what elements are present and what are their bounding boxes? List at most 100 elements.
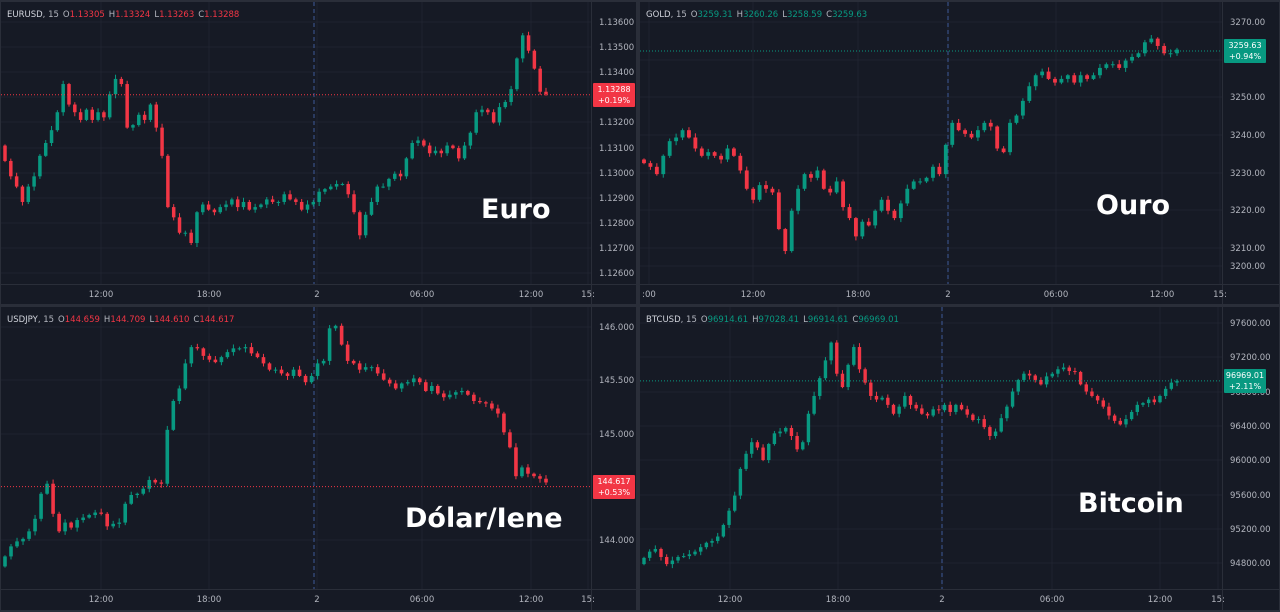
candle[interactable] [270,195,275,205]
candle[interactable] [433,146,438,156]
candle[interactable] [544,87,548,96]
candle[interactable] [1152,395,1157,405]
candle[interactable] [988,425,992,441]
candle[interactable] [422,138,426,148]
candle[interactable] [1090,387,1094,398]
candle[interactable] [87,513,91,519]
candle[interactable] [776,189,781,231]
candle[interactable] [21,537,25,545]
candle[interactable] [1065,74,1070,83]
candle[interactable] [241,197,246,210]
candle[interactable] [846,363,850,391]
candle[interactable] [261,353,266,367]
candle[interactable] [9,544,13,560]
candle[interactable] [201,202,205,215]
candle[interactable] [784,426,788,434]
candle[interactable] [860,219,865,239]
candle[interactable] [903,392,907,409]
candle[interactable] [937,405,941,414]
candle[interactable] [93,509,97,519]
candle[interactable] [1072,72,1077,85]
candle[interactable] [783,227,788,255]
candle[interactable] [1078,71,1083,87]
candle[interactable] [898,200,903,223]
candle[interactable] [738,467,743,500]
candle[interactable] [253,203,257,213]
candle[interactable] [166,154,170,209]
candle[interactable] [1112,413,1117,424]
candle[interactable] [171,204,176,221]
candle[interactable] [410,140,414,160]
candle[interactable] [1033,374,1037,383]
candle[interactable] [509,85,513,106]
candle[interactable] [1175,47,1179,56]
candle[interactable] [206,200,211,211]
candle[interactable] [125,80,129,129]
candle[interactable] [812,391,816,416]
candle[interactable] [873,209,878,229]
candle[interactable] [255,351,260,359]
candle[interactable] [67,82,71,107]
candle[interactable] [460,387,464,395]
symbol-name[interactable]: EURUSD [7,10,43,20]
candle[interactable] [442,390,446,401]
candle[interactable] [411,374,416,387]
candle[interactable] [642,556,646,566]
candle[interactable] [207,353,212,363]
candle[interactable] [405,379,410,386]
candle[interactable] [276,200,281,206]
candle[interactable] [137,112,141,127]
candle[interactable] [119,76,124,87]
candle[interactable] [439,148,444,158]
symbol-name[interactable]: USDJPY [7,315,38,325]
candle[interactable] [398,170,403,181]
symbol-name[interactable]: GOLD [646,10,671,20]
candle[interactable] [448,390,452,400]
candle[interactable] [681,553,686,559]
candle[interactable] [1141,401,1145,407]
candle[interactable] [159,479,164,488]
candle[interactable] [135,492,140,499]
candle[interactable] [357,360,362,374]
candle[interactable] [914,402,918,411]
candle[interactable] [841,179,845,211]
candle[interactable] [725,144,730,163]
candle[interactable] [789,425,794,441]
candle[interactable] [195,343,200,351]
candle[interactable] [1039,377,1043,386]
candle[interactable] [317,188,321,206]
candle[interactable] [886,394,890,408]
candle[interactable] [809,171,813,182]
candle[interactable] [20,185,25,206]
candle[interactable] [1149,35,1154,44]
candle[interactable] [526,464,530,478]
candle[interactable] [982,415,986,430]
candle[interactable] [129,491,134,505]
candle[interactable] [51,479,55,517]
candle[interactable] [823,357,828,381]
candle[interactable] [815,166,820,181]
candle[interactable] [323,188,327,195]
candle[interactable] [369,197,374,216]
candle[interactable] [892,209,897,221]
chart-panel-usdjpy[interactable]: 146.000 145.500 145.000 144.000 12:00 18:00 2 0… [1,307,636,610]
candle[interactable] [674,133,679,146]
candle[interactable] [502,411,506,435]
candle[interactable] [491,109,496,124]
candle[interactable] [943,143,948,179]
candle[interactable] [924,176,929,184]
candle[interactable] [26,183,31,205]
candle[interactable] [853,216,858,241]
candle[interactable] [39,492,43,522]
candle[interactable] [417,377,422,385]
candle[interactable] [445,142,449,156]
candle[interactable] [520,465,524,478]
candle[interactable] [1078,370,1083,386]
candle[interactable] [719,153,723,164]
candle[interactable] [520,32,525,63]
candle[interactable] [664,554,669,567]
candle[interactable] [49,125,54,147]
candle[interactable] [329,184,333,191]
candle[interactable] [404,156,409,179]
candle[interactable] [1155,37,1160,50]
